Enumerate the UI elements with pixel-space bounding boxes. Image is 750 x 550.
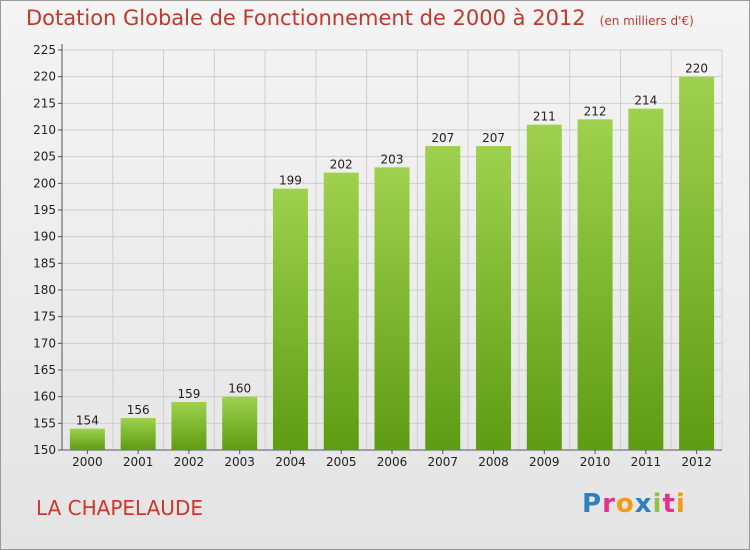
proxiti-logo: Proxiti <box>582 489 686 519</box>
data-label: 199 <box>279 174 302 188</box>
data-label: 212 <box>584 104 607 118</box>
data-label: 160 <box>228 382 251 396</box>
y-tick-label: 170 <box>33 336 56 350</box>
data-label: 202 <box>330 158 353 172</box>
x-tick-label: 2003 <box>224 455 255 469</box>
y-tick-label: 195 <box>33 203 56 217</box>
data-label: 214 <box>634 94 657 108</box>
y-tick-label: 210 <box>33 123 56 137</box>
y-tick-label: 175 <box>33 310 56 324</box>
bar <box>425 146 461 450</box>
logo-letter: t <box>662 489 676 519</box>
data-label: 207 <box>431 131 454 145</box>
bar <box>476 146 512 450</box>
bar <box>323 172 359 450</box>
bar <box>526 124 562 451</box>
x-tick-label: 2000 <box>72 455 103 469</box>
y-tick-label: 185 <box>33 256 56 270</box>
chart-title: Dotation Globale de Fonctionnement de 20… <box>26 6 694 30</box>
y-tick-label: 155 <box>33 416 56 430</box>
bar <box>577 119 613 450</box>
bars <box>69 76 715 451</box>
y-tick-label: 215 <box>33 96 56 110</box>
x-tick-label: 2008 <box>478 455 509 469</box>
x-tick-label: 2001 <box>123 455 154 469</box>
bar <box>374 167 410 451</box>
logo-letter: P <box>582 489 603 519</box>
bar <box>272 188 308 450</box>
logo-letter: o <box>615 489 635 519</box>
logo-letter: i <box>675 489 686 519</box>
data-label: 220 <box>685 62 708 76</box>
x-tick-label: 2009 <box>529 455 560 469</box>
data-label: 154 <box>76 414 99 428</box>
data-label: 207 <box>482 131 505 145</box>
x-tick-label: 2002 <box>174 455 205 469</box>
x-tick-label: 2007 <box>427 455 458 469</box>
x-tick-label: 2006 <box>377 455 408 469</box>
data-label: 211 <box>533 110 556 124</box>
x-tick-label: 2005 <box>326 455 357 469</box>
x-tick-label: 2010 <box>580 455 611 469</box>
data-label: 159 <box>177 387 200 401</box>
data-label: 156 <box>127 403 150 417</box>
logo-letter: x <box>634 489 653 519</box>
bar <box>69 428 105 450</box>
y-tick-label: 190 <box>33 230 56 244</box>
data-label: 203 <box>381 152 404 166</box>
bar <box>222 396 258 450</box>
commune-name: LA CHAPELAUDE <box>36 496 203 520</box>
y-tick-label: 225 <box>33 43 56 57</box>
x-tick-label: 2004 <box>275 455 306 469</box>
y-tick-label: 200 <box>33 176 56 190</box>
chart-unit: (en milliers d'€) <box>599 14 694 28</box>
bar <box>679 76 715 451</box>
y-tick-label: 220 <box>33 70 56 84</box>
logo-letter: r <box>602 489 616 519</box>
chart-title-text: Dotation Globale de Fonctionnement de 20… <box>26 6 586 30</box>
y-tick-label: 165 <box>33 363 56 377</box>
bar <box>628 108 664 451</box>
labels: 150 155 160 165 170 175 180 185 190 195 200 205 210 2… <box>33 43 712 469</box>
y-tick-label: 160 <box>33 390 56 404</box>
bar <box>120 418 156 450</box>
y-tick-label: 205 <box>33 150 56 164</box>
x-tick-label: 2011 <box>631 455 662 469</box>
x-tick-label: 2012 <box>681 455 712 469</box>
bar <box>171 402 207 450</box>
y-tick-label: 150 <box>33 443 56 457</box>
logo-letter: i <box>652 489 663 519</box>
y-tick-label: 180 <box>33 283 56 297</box>
